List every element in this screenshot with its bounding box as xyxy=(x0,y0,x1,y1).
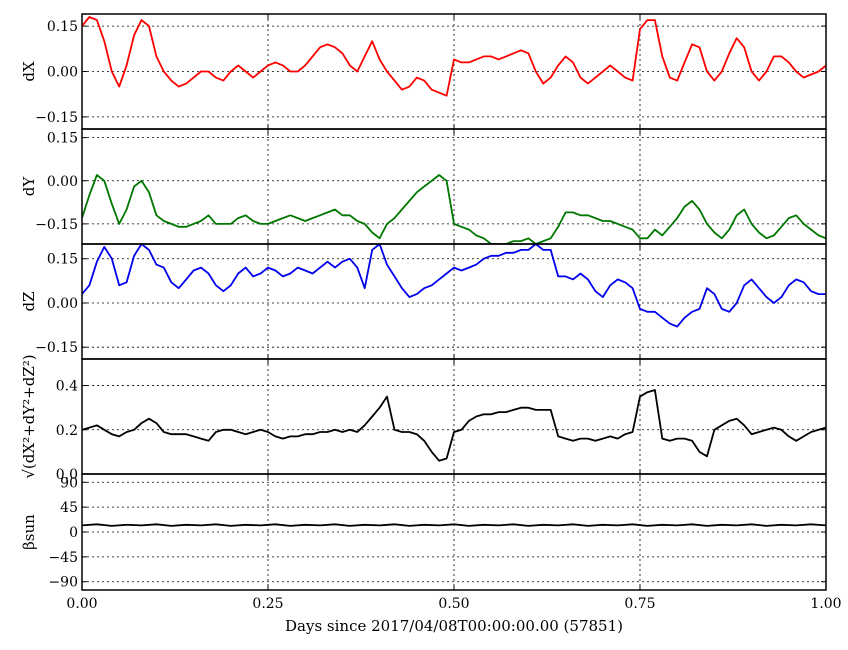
y-tick-label: 0.2 xyxy=(56,423,78,439)
x-axis-label: Days since 2017/04/08T00:00:00.00 (57851… xyxy=(285,617,623,635)
y-tick-label: 0.00 xyxy=(47,174,78,190)
panel-frame xyxy=(81,358,827,475)
y-tick-label: 45 xyxy=(60,500,78,516)
x-tick-label: 0.50 xyxy=(438,596,469,612)
series-line xyxy=(82,244,826,328)
x-axis-tick-labels: 0.00 0.25 0.50 0.75 1.00 xyxy=(66,596,841,612)
y-tick-label: 0.00 xyxy=(47,65,78,81)
y-tick-label: 0 xyxy=(69,525,78,541)
panel-4: 0.4 0.2 0.0 √(dX²+dY²+dZ²) xyxy=(20,354,827,483)
y-axis-label: √(dX²+dY²+dZ²) xyxy=(20,354,38,478)
series-line xyxy=(82,174,826,244)
y-tick-label: 0.00 xyxy=(47,296,78,312)
y-tick-label: 0.15 xyxy=(47,19,78,35)
y-tick-label: −0.15 xyxy=(35,217,78,233)
y-tick-label: 0.4 xyxy=(56,379,78,395)
panel-frame xyxy=(81,243,827,360)
y-tick-label: −0.15 xyxy=(35,340,78,356)
panels: 0.150.00−0.15dX0.150.00−0.15dY0.150.00−0… xyxy=(20,13,827,591)
y-axis-label: dZ xyxy=(20,291,38,311)
x-tick-label: 0.75 xyxy=(624,596,655,612)
y-tick-label: 0.15 xyxy=(47,131,78,147)
y-tick-label: −45 xyxy=(48,550,78,566)
y-tick-label: −0.15 xyxy=(35,110,78,126)
y-axis-label: βsun xyxy=(20,514,38,550)
panel-5: 90 45 0 −45 −90 βsun xyxy=(20,473,827,591)
series-line xyxy=(82,389,826,462)
panel-1: 0.15 0.00 −0.15 dX xyxy=(20,13,827,130)
y-axis-label: dY xyxy=(20,176,38,197)
series-line xyxy=(82,523,826,527)
x-tick-label: 0.00 xyxy=(66,596,97,612)
x-tick-label: 0.25 xyxy=(252,596,283,612)
y-tick-label: 0.15 xyxy=(47,252,78,268)
panel-frame xyxy=(81,128,827,245)
y-tick-label: −90 xyxy=(48,575,78,591)
x-tick-label: 1.00 xyxy=(810,596,841,612)
y-axis-label: dX xyxy=(20,61,38,82)
panel-3: 0.15 0.00 −0.15 dZ xyxy=(20,243,827,360)
y-tick-label: 90 xyxy=(60,475,78,491)
y-tick-label: 0.0 xyxy=(56,467,78,483)
panel-frame xyxy=(81,473,827,591)
panel-2: 0.15 0.00 −0.15 dY xyxy=(20,128,827,245)
series-line xyxy=(82,16,826,97)
